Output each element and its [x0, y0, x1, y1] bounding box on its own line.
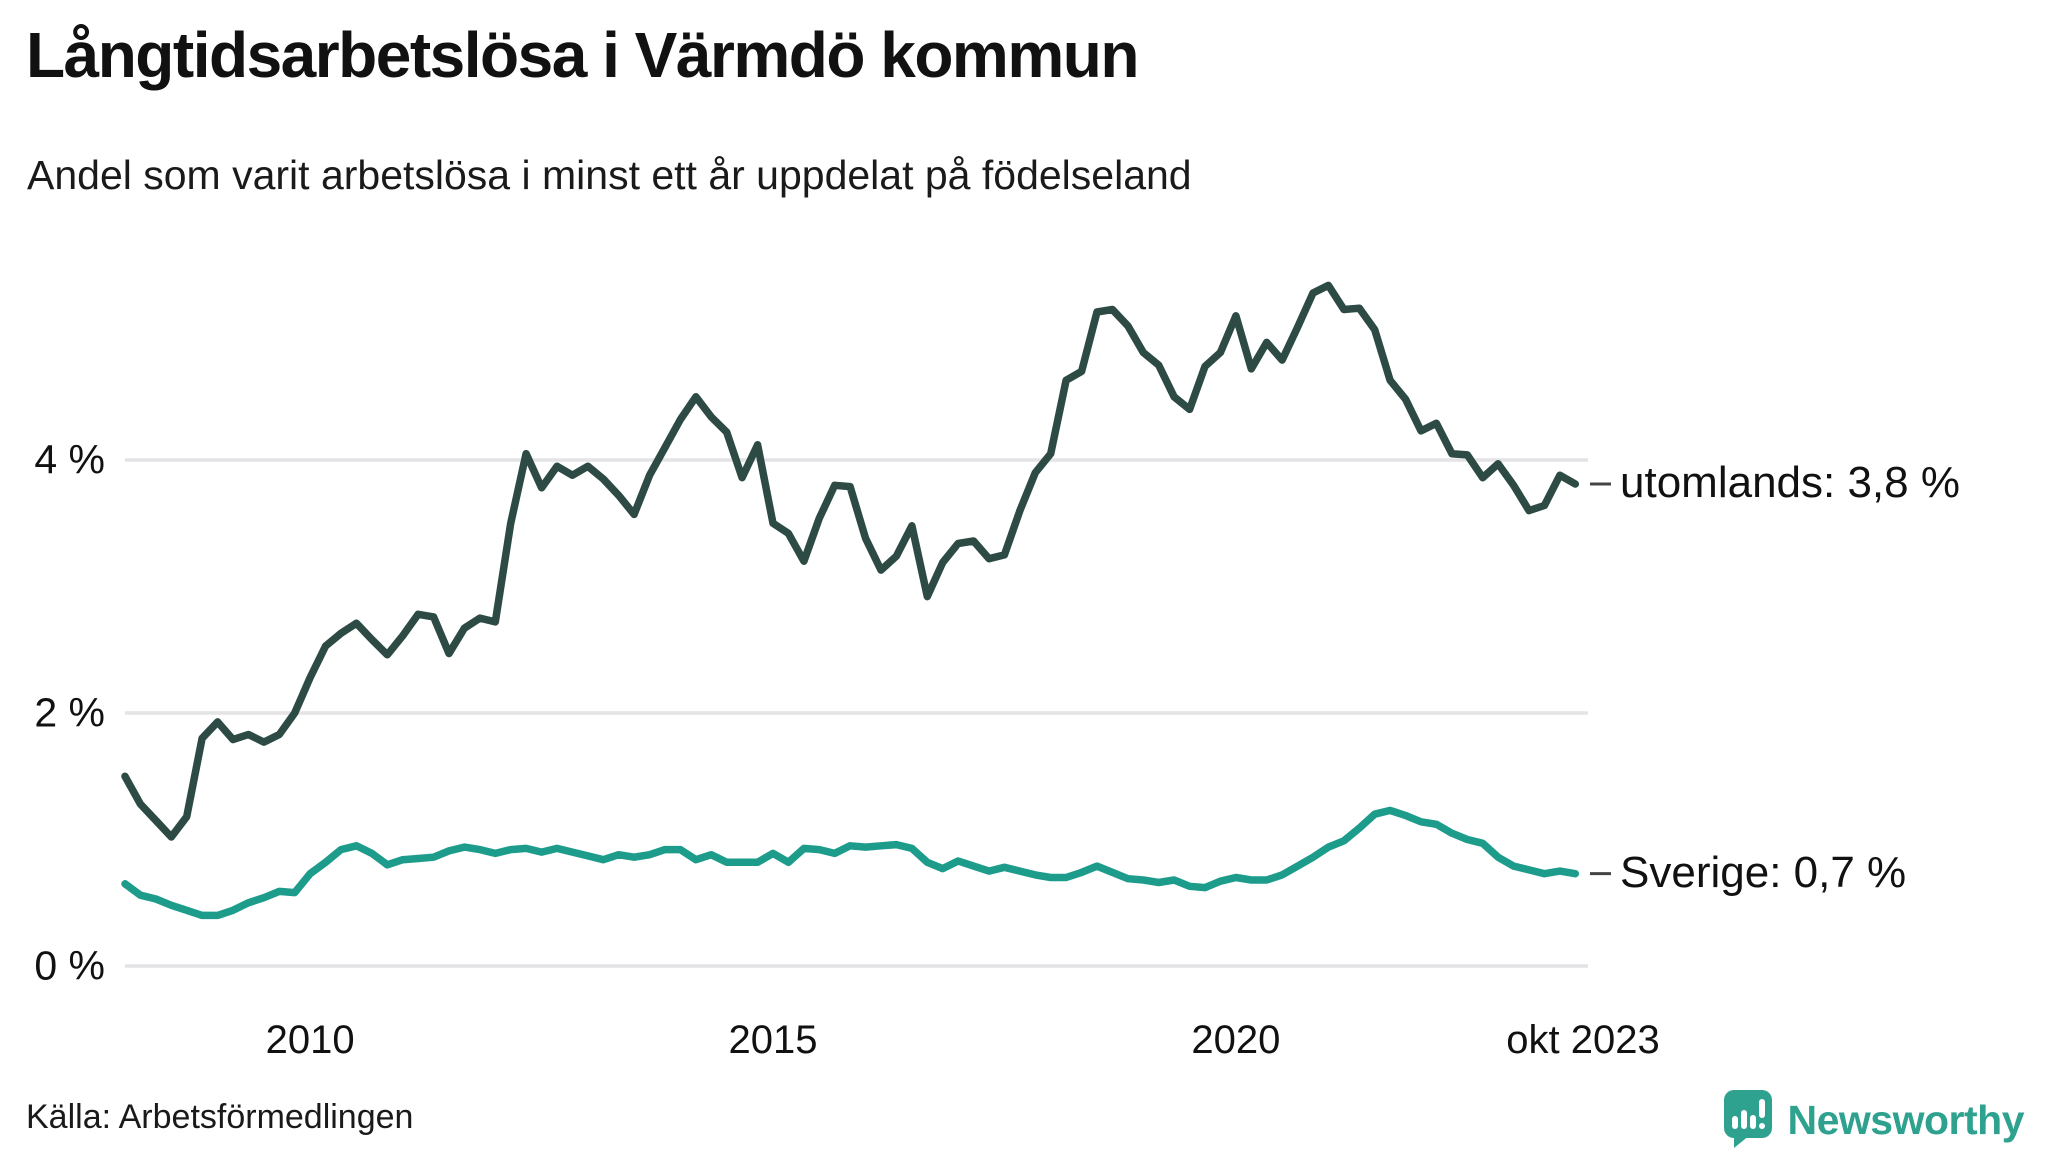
page-subtitle: Andel som varit arbetslösa i minst ett å…: [27, 152, 1192, 198]
newsworthy-wordmark: Newsworthy: [1787, 1096, 2025, 1143]
y-tick-label: 2 %: [34, 689, 105, 736]
x-tick-label: 2010: [265, 1018, 355, 1062]
y-tick-label: 0 %: [34, 942, 105, 989]
series-end-label-utomlands: utomlands: 3,8 %: [1620, 458, 1960, 508]
x-tick-label: 2020: [1191, 1018, 1281, 1062]
x-tick-label: okt 2023: [1506, 1018, 1660, 1062]
series-end-label-Sverige: Sverige: 0,7 %: [1620, 847, 1907, 897]
newsworthy-bubble-chart-icon: [1723, 1090, 1772, 1148]
y-tick-label: 4 %: [34, 436, 105, 483]
series-line-Sverige: [121, 806, 1580, 920]
newsworthy-logo: Newsworthy: [1722, 1090, 2025, 1150]
x-tick-label: 2015: [728, 1018, 818, 1062]
source-note: Källa: Arbetsförmedlingen: [26, 1098, 414, 1136]
series-line-utomlands: [121, 281, 1580, 841]
page-title: Långtidsarbetslösa i Värmdö kommun: [26, 19, 1139, 91]
